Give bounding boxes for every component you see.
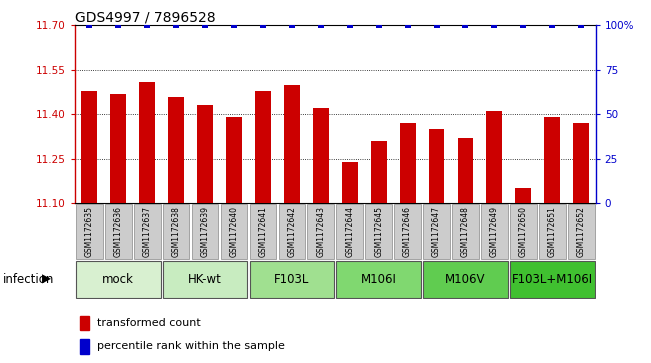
Point (316, 23, 326, 28)
Bar (110, 94, 126, 203)
FancyBboxPatch shape (163, 261, 247, 298)
Text: HK-wt: HK-wt (188, 273, 222, 286)
Text: GSM1172639: GSM1172639 (201, 206, 210, 257)
Bar (544, 117, 561, 203)
Text: GSM1172636: GSM1172636 (114, 206, 123, 257)
FancyBboxPatch shape (452, 204, 478, 259)
Bar (574, 123, 589, 203)
FancyBboxPatch shape (221, 204, 247, 259)
Point (258, 23, 268, 28)
Point (142, 23, 152, 28)
Text: M106V: M106V (445, 273, 486, 286)
Text: GSM1172645: GSM1172645 (374, 206, 383, 257)
Bar (80, 339, 89, 354)
FancyBboxPatch shape (249, 204, 276, 259)
FancyBboxPatch shape (423, 204, 450, 259)
Text: GSM1172650: GSM1172650 (519, 206, 528, 257)
Point (576, 23, 587, 28)
FancyBboxPatch shape (163, 204, 189, 259)
Text: M106I: M106I (361, 273, 396, 286)
FancyBboxPatch shape (510, 261, 594, 298)
Point (344, 23, 355, 28)
Text: GSM1172651: GSM1172651 (547, 206, 557, 257)
Point (489, 23, 499, 28)
Point (374, 23, 384, 28)
Point (171, 23, 182, 28)
Text: percentile rank within the sample: percentile rank within the sample (96, 342, 284, 351)
Bar (80, 316, 89, 330)
Text: F103L: F103L (274, 273, 310, 286)
Bar (516, 188, 531, 203)
Text: GSM1172648: GSM1172648 (461, 206, 470, 257)
FancyBboxPatch shape (192, 204, 218, 259)
Bar (428, 129, 445, 203)
Text: GSM1172637: GSM1172637 (143, 206, 152, 257)
FancyBboxPatch shape (134, 204, 161, 259)
FancyBboxPatch shape (105, 204, 132, 259)
Bar (313, 109, 329, 203)
Text: GDS4997 / 7896528: GDS4997 / 7896528 (75, 10, 215, 24)
Text: GSM1172649: GSM1172649 (490, 206, 499, 257)
FancyBboxPatch shape (539, 204, 566, 259)
Text: GSM1172635: GSM1172635 (85, 206, 94, 257)
FancyBboxPatch shape (510, 204, 536, 259)
FancyBboxPatch shape (423, 261, 508, 298)
Text: GSM1172643: GSM1172643 (316, 206, 326, 257)
Text: GSM1172644: GSM1172644 (345, 206, 354, 257)
Point (518, 23, 529, 28)
FancyBboxPatch shape (76, 261, 161, 298)
FancyBboxPatch shape (568, 204, 594, 259)
Point (402, 23, 413, 28)
Point (547, 23, 557, 28)
Point (229, 23, 239, 28)
Text: GSM1172646: GSM1172646 (403, 206, 412, 257)
Text: F103L+M106I: F103L+M106I (512, 273, 593, 286)
Text: transformed count: transformed count (96, 318, 201, 328)
Bar (342, 162, 357, 203)
Bar (139, 82, 155, 203)
Bar (226, 117, 242, 203)
Text: GSM1172641: GSM1172641 (258, 206, 268, 257)
Point (84, 23, 94, 28)
Bar (197, 106, 213, 203)
Text: GSM1172652: GSM1172652 (577, 206, 586, 257)
Bar (486, 111, 503, 203)
FancyBboxPatch shape (337, 204, 363, 259)
FancyBboxPatch shape (337, 261, 421, 298)
Bar (400, 123, 415, 203)
Point (200, 23, 210, 28)
Text: GSM1172638: GSM1172638 (172, 206, 180, 257)
Text: GSM1172642: GSM1172642 (287, 206, 296, 257)
FancyBboxPatch shape (76, 204, 103, 259)
Text: GSM1172647: GSM1172647 (432, 206, 441, 257)
FancyBboxPatch shape (365, 204, 392, 259)
FancyBboxPatch shape (481, 204, 508, 259)
Bar (81, 91, 97, 203)
Bar (284, 85, 300, 203)
FancyBboxPatch shape (395, 204, 421, 259)
Point (113, 23, 124, 28)
FancyBboxPatch shape (279, 204, 305, 259)
Text: GSM1172640: GSM1172640 (230, 206, 238, 257)
Text: infection: infection (3, 273, 55, 286)
Bar (458, 138, 473, 203)
Bar (370, 141, 387, 203)
FancyBboxPatch shape (307, 204, 334, 259)
Point (460, 23, 471, 28)
Point (432, 23, 442, 28)
FancyBboxPatch shape (249, 261, 334, 298)
Point (286, 23, 297, 28)
Text: ▶: ▶ (42, 273, 51, 286)
Text: mock: mock (102, 273, 134, 286)
Bar (255, 91, 271, 203)
Bar (168, 97, 184, 203)
